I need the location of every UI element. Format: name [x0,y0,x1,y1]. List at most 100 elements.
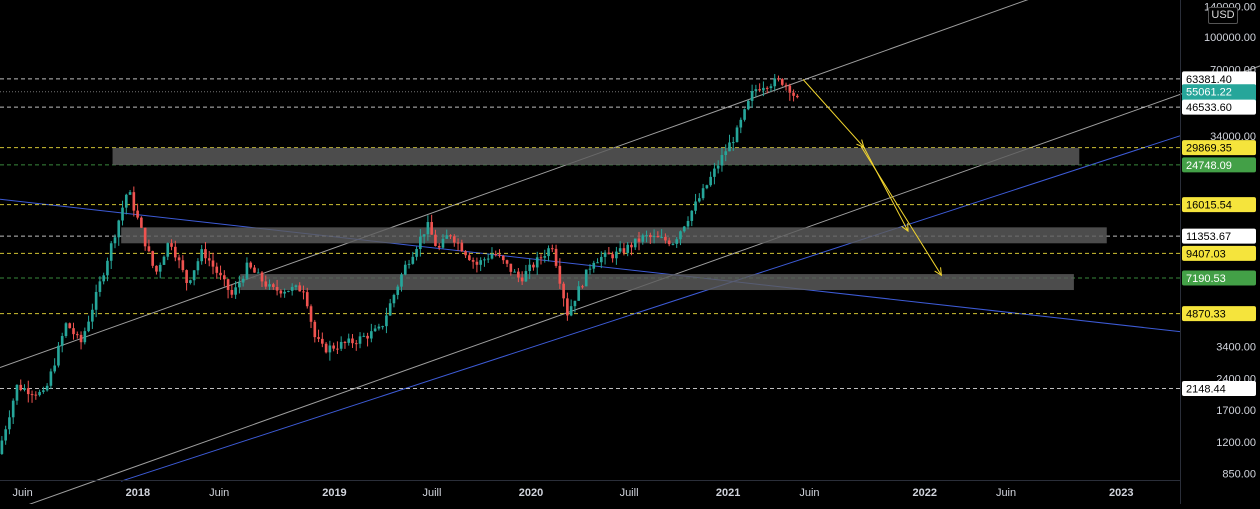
candle-body [520,277,524,282]
candle [735,125,739,143]
candle [792,89,795,102]
candle [611,251,614,263]
candle [366,332,369,347]
candle-body [128,192,132,195]
candle-body [230,289,234,295]
candle-body [0,440,4,454]
candle [675,237,679,248]
candle [336,341,339,354]
candle-body [109,243,113,261]
candle-body [272,284,275,287]
candle-body [547,248,550,257]
candle [132,186,136,217]
candle-body [735,127,739,143]
candle [192,270,196,286]
candle-body [468,255,471,261]
candle-body [777,78,780,80]
candle [528,258,531,280]
candle-body [26,388,30,395]
x-tick-label-9: 2022 [912,487,936,499]
candle [784,82,788,91]
candle-body [649,235,652,238]
candle [633,238,637,250]
candle-body [784,84,788,86]
candle [373,324,377,332]
candle [486,253,490,263]
candle-body [396,286,400,295]
level-badge-label-0: 63381.40 [1186,74,1232,86]
x-tick-label-2: Juin [209,487,229,499]
candle-body [309,306,313,322]
candle-body [611,254,614,259]
candle [569,299,573,317]
candle-body [173,246,177,258]
candle [660,229,663,239]
candle-body [682,226,686,232]
currency-label[interactable]: USD [1208,7,1238,24]
candle [200,244,204,265]
candle [339,336,343,352]
candle-body [535,257,539,268]
candle-body [42,390,45,392]
level-badge-label-1: 55061.22 [1186,87,1232,99]
candle [317,329,320,343]
level-badge-label-2: 46533.60 [1186,102,1232,114]
candle-body [667,240,671,245]
candle [558,258,562,289]
candle-body [60,336,64,346]
candle [641,233,645,245]
candle-body [377,326,381,329]
candle [686,216,690,230]
candle-body [788,85,792,93]
candle [219,265,222,280]
projection-arrowhead-2 [934,267,943,277]
x-tick-label-0: Juin [13,487,33,499]
candle-body [294,285,298,287]
x-tick-label-10: Juin [996,487,1016,499]
candle-body [170,243,173,247]
candle-body [728,142,731,152]
candle [109,241,113,270]
candle [196,258,200,275]
candle-body [332,345,335,349]
candle [649,232,652,244]
x-tick-label-3: 2019 [322,487,346,499]
candle [694,193,697,215]
level-badge-label-7: 9407.03 [1186,248,1226,260]
candle-body [136,210,139,218]
candle [769,83,773,92]
candle-body [422,234,426,237]
candle [287,290,290,293]
candle-body [370,331,373,339]
candle-body [796,95,799,98]
candle-body [392,294,396,304]
candle-body [381,326,384,328]
candle [577,281,581,301]
x-tick-label-8: Juin [799,487,819,499]
candle [15,384,19,405]
candle [762,81,765,97]
level-badge-5 [1182,197,1256,213]
x-tick-label-4: Juill [422,487,441,499]
candle [222,270,226,287]
candle-body [75,334,79,336]
candle [434,229,437,247]
candle [698,193,701,203]
candle-body [321,338,324,344]
candle [392,293,396,308]
candle [396,284,400,300]
candle [479,257,482,272]
candle [381,325,384,330]
candle [490,247,494,260]
candle [588,264,592,275]
y-tick-label-1: 100000.00 [1204,32,1256,44]
candle [682,225,686,233]
candle-body [415,249,418,257]
candle [268,279,271,290]
candle [30,390,34,403]
candle [622,242,626,256]
candle-body [437,245,441,248]
level-badge-6 [1182,228,1256,244]
